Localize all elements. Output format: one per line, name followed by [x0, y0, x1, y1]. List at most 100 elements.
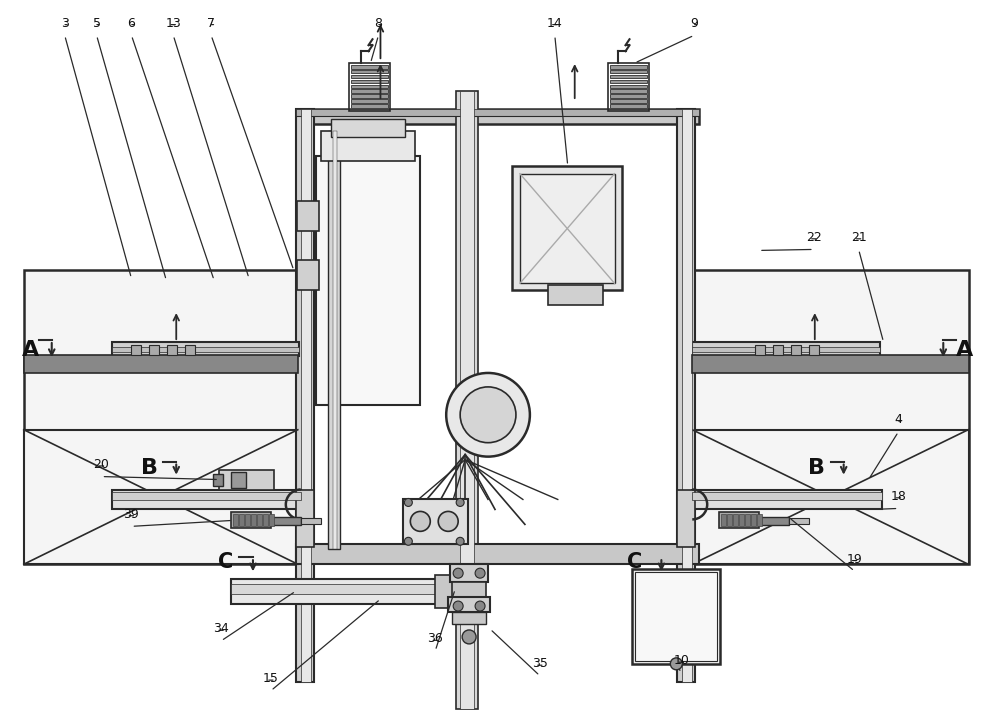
Bar — [112, 492, 301, 500]
Circle shape — [475, 601, 485, 611]
Bar — [759, 518, 789, 526]
Circle shape — [438, 511, 458, 531]
Circle shape — [456, 537, 464, 545]
Bar — [450, 564, 488, 582]
Text: 34: 34 — [213, 622, 229, 635]
Bar — [719, 513, 759, 529]
Bar — [692, 347, 880, 352]
Text: 39: 39 — [124, 508, 139, 521]
Text: 6: 6 — [127, 17, 135, 30]
Text: 21: 21 — [851, 231, 866, 244]
Bar — [296, 109, 699, 124]
Text: 19: 19 — [847, 553, 863, 566]
Bar — [721, 514, 726, 526]
Bar — [610, 99, 647, 103]
Bar — [351, 84, 388, 88]
Bar — [296, 109, 314, 682]
Text: 14: 14 — [547, 17, 563, 30]
Bar — [112, 347, 299, 352]
Bar — [351, 90, 388, 93]
Bar — [692, 430, 969, 564]
Text: 20: 20 — [94, 458, 109, 471]
Bar — [351, 95, 388, 97]
Bar — [456, 91, 478, 709]
Bar — [296, 544, 699, 564]
Bar — [435, 575, 453, 608]
Bar — [635, 572, 717, 661]
Circle shape — [453, 601, 463, 611]
Bar — [351, 104, 388, 108]
Bar — [692, 492, 882, 500]
Bar — [331, 119, 405, 137]
Bar — [351, 79, 388, 83]
Circle shape — [456, 498, 464, 506]
Text: 36: 36 — [427, 632, 443, 645]
Bar — [692, 270, 969, 564]
Bar — [452, 612, 486, 624]
Text: A: A — [22, 340, 39, 360]
Bar — [460, 91, 474, 709]
Text: C: C — [218, 552, 234, 573]
Text: 8: 8 — [374, 17, 382, 30]
Text: A: A — [956, 340, 973, 360]
Bar — [548, 285, 603, 305]
Bar — [610, 84, 647, 88]
Bar — [349, 63, 390, 111]
Bar — [269, 514, 274, 526]
Bar — [296, 109, 699, 116]
Bar — [692, 490, 882, 510]
Bar — [219, 469, 274, 490]
Bar — [185, 345, 195, 355]
Bar — [231, 579, 440, 604]
Bar — [351, 99, 388, 103]
Bar — [301, 109, 311, 682]
Bar — [296, 490, 314, 547]
Bar — [328, 131, 340, 549]
Bar — [24, 430, 298, 564]
Bar — [632, 569, 720, 664]
Bar — [791, 345, 801, 355]
Bar — [610, 90, 647, 93]
Bar — [257, 514, 262, 526]
Bar — [448, 597, 490, 612]
Bar — [297, 261, 319, 290]
Circle shape — [460, 387, 516, 443]
Bar — [149, 345, 159, 355]
Bar — [233, 514, 238, 526]
Bar — [789, 518, 809, 524]
Bar — [24, 355, 298, 373]
Bar — [610, 70, 647, 74]
Bar — [231, 471, 246, 487]
Text: 15: 15 — [263, 672, 279, 685]
Bar — [452, 582, 486, 597]
Bar — [809, 345, 819, 355]
Bar — [316, 156, 420, 405]
Bar — [733, 514, 738, 526]
Bar — [351, 65, 388, 69]
Bar — [610, 65, 647, 69]
Bar — [751, 514, 756, 526]
Circle shape — [446, 373, 530, 456]
Text: C: C — [627, 552, 642, 573]
Bar — [610, 104, 647, 108]
Bar — [321, 131, 415, 161]
Bar — [755, 345, 765, 355]
Bar — [297, 201, 319, 230]
Bar — [301, 518, 321, 524]
Bar — [512, 166, 622, 290]
Bar — [608, 63, 649, 111]
Bar — [131, 345, 141, 355]
Circle shape — [453, 568, 463, 578]
Bar — [677, 490, 695, 547]
Circle shape — [404, 537, 412, 545]
Bar — [745, 514, 750, 526]
Bar — [231, 513, 271, 529]
Bar — [112, 342, 299, 356]
Bar — [692, 355, 969, 373]
Text: 22: 22 — [806, 231, 822, 244]
Bar — [263, 514, 268, 526]
Bar — [692, 342, 880, 356]
Text: 35: 35 — [532, 657, 548, 670]
Text: 7: 7 — [207, 17, 215, 30]
Text: 3: 3 — [61, 17, 69, 30]
